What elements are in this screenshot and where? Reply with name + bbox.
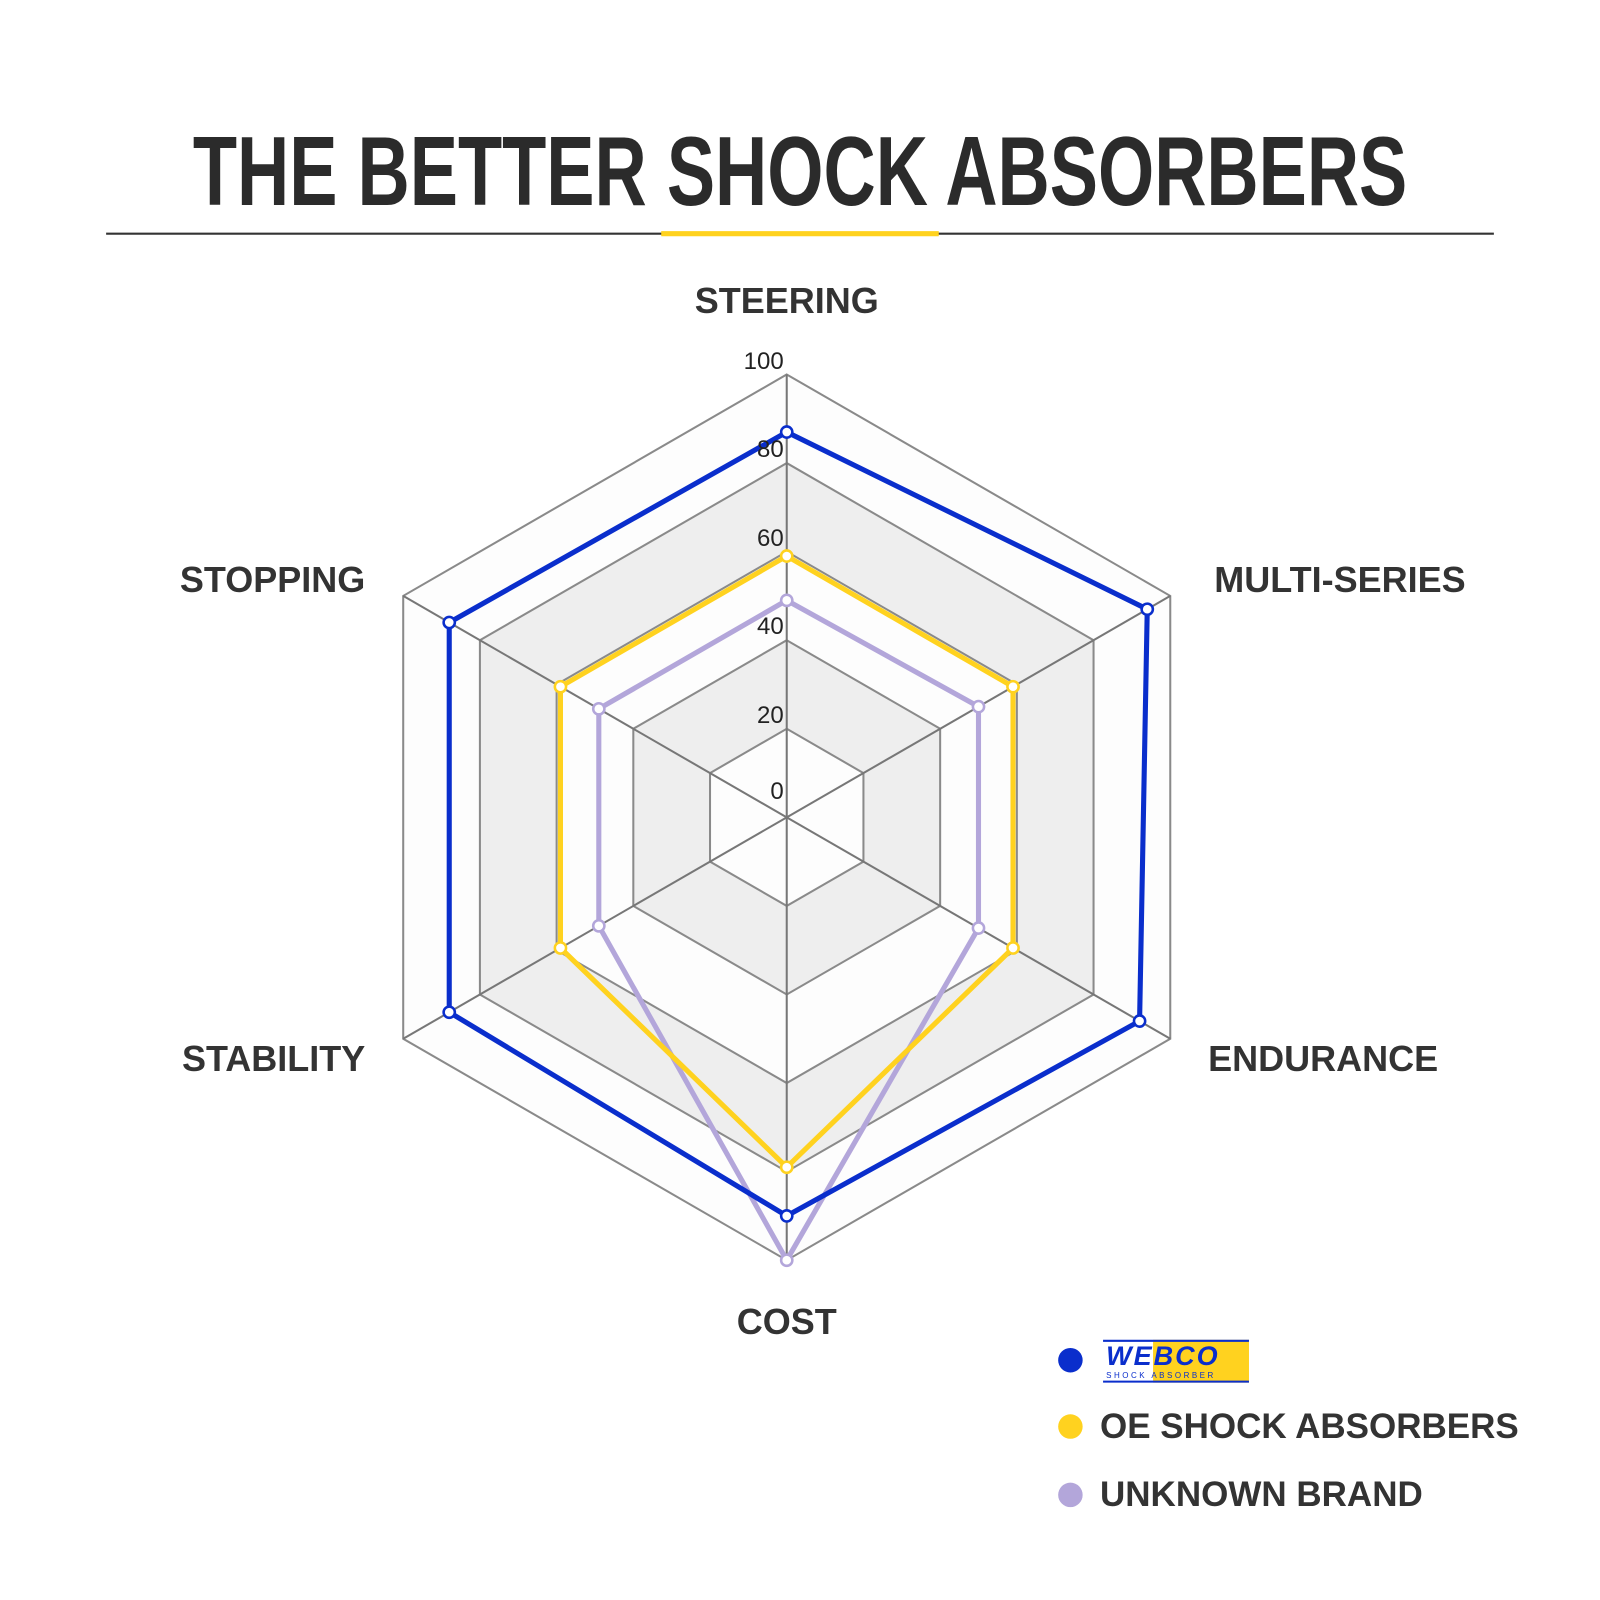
data-point xyxy=(779,425,794,439)
page-title: THE BETTER SHOCK ABSORBERS xyxy=(192,116,1408,227)
axis-label-cost: COST xyxy=(736,1300,837,1342)
data-point xyxy=(591,701,606,716)
tick-label: 60 xyxy=(756,524,784,552)
data-point xyxy=(779,1160,794,1175)
axis-label-stopping: STOPPING xyxy=(179,558,366,600)
axis-label-stability: STABILITY xyxy=(181,1038,366,1080)
tick-label: 20 xyxy=(756,702,784,730)
axis-label-endurance: ENDURANCE xyxy=(1208,1038,1439,1080)
data-point xyxy=(779,1209,794,1223)
tick-label: 100 xyxy=(743,347,784,375)
webco-logo-text: WEBCO xyxy=(1106,1341,1220,1372)
axis-label-multi-series: MULTI-SERIES xyxy=(1214,558,1466,600)
data-point xyxy=(1140,602,1155,617)
tick-label: 40 xyxy=(756,613,784,641)
data-point xyxy=(553,941,568,955)
data-point xyxy=(1006,941,1020,955)
data-point xyxy=(971,921,986,935)
radar-series xyxy=(442,425,1155,1268)
data-point xyxy=(779,1253,794,1268)
webco-logo-subtext: SHOCK ABSORBER xyxy=(1106,1370,1216,1380)
data-point xyxy=(1132,1014,1147,1028)
legend-marker xyxy=(1058,1347,1083,1373)
data-point xyxy=(779,549,794,563)
data-point xyxy=(442,615,457,630)
legend-label: OE SHOCK ABSORBERS xyxy=(1100,1406,1519,1446)
tick-label: 0 xyxy=(770,778,784,806)
tick-label: 80 xyxy=(756,436,784,464)
legend-marker xyxy=(1058,1414,1083,1439)
axis-label-steering: STEERING xyxy=(694,280,879,322)
webco-logo-graphic xyxy=(1103,1339,1249,1383)
data-point xyxy=(779,593,794,608)
data-point xyxy=(442,1005,457,1020)
legend-label: UNKNOWN BRAND xyxy=(1100,1475,1423,1515)
legend-marker xyxy=(1058,1482,1083,1508)
data-point xyxy=(553,679,568,694)
legend-markers xyxy=(1058,1339,1249,1508)
radar-grid xyxy=(402,373,1172,1262)
data-point xyxy=(591,918,606,933)
data-point xyxy=(971,699,986,714)
data-point xyxy=(1006,679,1020,694)
